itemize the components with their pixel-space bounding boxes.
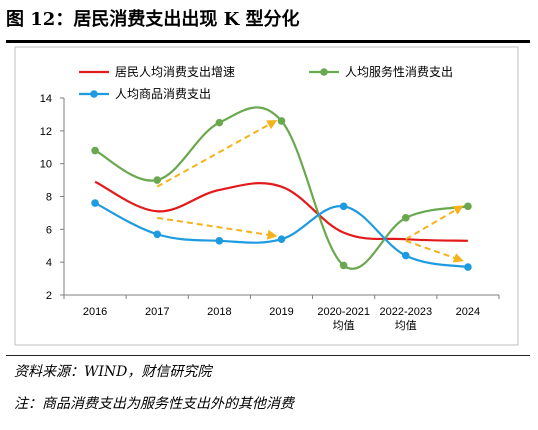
trend-arrow — [157, 216, 278, 240]
x-tick-label: 2022-2023 — [379, 306, 432, 318]
series-point-3 — [91, 199, 99, 207]
figure-title: 图 12：居民消费支出出现 K 型分化 — [6, 9, 300, 30]
trend-arrow — [156, 120, 278, 188]
series-line-1 — [94, 180, 468, 242]
trend-arrow — [405, 239, 464, 263]
chart-frame — [14, 46, 519, 346]
series-point-3 — [464, 263, 472, 271]
series-point-3 — [339, 202, 348, 211]
series-point-2 — [153, 176, 162, 184]
series-point-2 — [401, 214, 410, 222]
series-point-2 — [464, 202, 472, 211]
series-point-3 — [215, 237, 224, 245]
series-point-3 — [401, 251, 410, 260]
x-tick-label: 均值 — [395, 319, 417, 332]
series-point-2 — [339, 261, 348, 270]
x-tick-label: 2017 — [145, 306, 169, 318]
series-point-2 — [277, 117, 286, 125]
source-rule — [6, 355, 530, 356]
y-tick-label: 14 — [40, 93, 52, 105]
x-tick-label: 2016 — [83, 306, 107, 318]
series-point-3 — [277, 235, 286, 243]
x-tick-label: 2018 — [207, 306, 231, 318]
x-tick-label: 2020-2021 — [317, 306, 370, 318]
series-point-2 — [91, 146, 99, 155]
legend-label-2: 人均服务性消费支出 — [345, 64, 453, 79]
series-point-2 — [215, 118, 224, 127]
y-tick-label: 4 — [46, 257, 52, 269]
y-tick-label: 10 — [40, 159, 52, 171]
y-tick-label: 2 — [46, 290, 52, 302]
y-tick-label: 8 — [46, 192, 52, 204]
x-tick-label: 2019 — [269, 306, 293, 318]
series-point-3 — [153, 230, 162, 239]
source-note: 资料来源：WIND，财信研究院 — [14, 364, 212, 380]
legend-label-3: 人均商品消费支出 — [115, 86, 211, 101]
series-line-3 — [94, 202, 469, 269]
x-tick-label: 2024 — [456, 306, 480, 318]
chart-container: 2 4 6 8 10 12 14 2016 2017 2018 2019 2020-2021 均值 202… — [14, 46, 519, 346]
series-line-2 — [94, 106, 469, 270]
trend-arrow — [405, 205, 464, 241]
title-rule — [6, 40, 530, 43]
legend-marker-3 — [90, 90, 98, 98]
legend-label-1: 居民人均消费支出增速 — [115, 65, 235, 79]
y-tick-label: 6 — [46, 224, 52, 236]
x-tick-label: 均值 — [333, 319, 355, 332]
y-tick-label: 12 — [40, 126, 52, 138]
footnote: 注：商品消费支出为服务性支出外的其他消费 — [14, 396, 294, 412]
legend-marker-2 — [320, 68, 328, 76]
